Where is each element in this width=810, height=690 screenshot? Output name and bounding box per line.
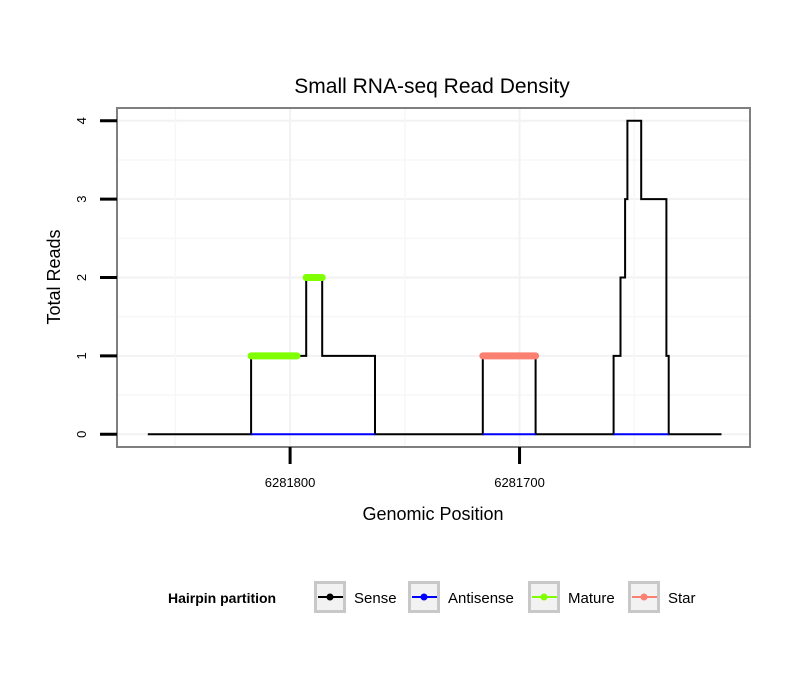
x-axis: 6281800 6281700	[265, 447, 545, 490]
legend-label-antisense: Antisense	[448, 590, 514, 607]
legend-point-antisense	[420, 593, 428, 601]
grid	[118, 109, 749, 446]
x-tick-label: 6281700	[494, 475, 545, 490]
legend-title: Hairpin partition	[168, 590, 276, 606]
y-axis: 0 1 2 3 4	[74, 117, 117, 438]
legend-label-mature: Mature	[568, 590, 615, 607]
y-tick-label: 1	[74, 352, 89, 359]
legend-point-mature	[540, 593, 548, 601]
chart-title: Small RNA-seq Read Density	[294, 75, 570, 98]
y-tick-label: 3	[74, 196, 89, 203]
x-tick-label: 6281800	[265, 475, 316, 490]
y-tick-label: 0	[74, 431, 89, 438]
legend-point-star	[640, 593, 648, 601]
y-tick-label: 4	[74, 117, 89, 124]
legend-key-mature	[528, 581, 560, 613]
legend-label-sense: Sense	[354, 590, 397, 607]
legend: Hairpin partition Sense Antisense Mature St…	[168, 581, 696, 613]
y-axis-title: Total Reads	[44, 229, 64, 324]
y-tick-label: 2	[74, 274, 89, 281]
legend-label-star: Star	[668, 590, 696, 607]
x-axis-title: Genomic Position	[362, 504, 503, 524]
series-layer	[147, 119, 722, 436]
legend-point-sense	[326, 593, 334, 601]
